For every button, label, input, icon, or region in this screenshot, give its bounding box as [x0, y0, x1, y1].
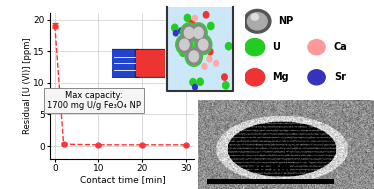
- Circle shape: [308, 70, 325, 85]
- Circle shape: [197, 78, 203, 85]
- Circle shape: [176, 35, 193, 55]
- Circle shape: [251, 14, 258, 20]
- Text: 20 nm: 20 nm: [250, 162, 291, 175]
- Circle shape: [189, 20, 195, 27]
- Text: Sr: Sr: [334, 72, 346, 82]
- Text: Mg: Mg: [272, 72, 289, 82]
- Circle shape: [199, 39, 208, 50]
- Circle shape: [245, 69, 265, 86]
- Circle shape: [208, 48, 213, 55]
- FancyBboxPatch shape: [207, 179, 334, 184]
- Circle shape: [194, 35, 212, 55]
- Circle shape: [174, 30, 178, 36]
- Text: U: U: [272, 42, 280, 52]
- Circle shape: [207, 56, 212, 62]
- Circle shape: [245, 39, 265, 56]
- Circle shape: [203, 12, 209, 18]
- FancyBboxPatch shape: [110, 49, 140, 77]
- Text: Ca: Ca: [334, 42, 347, 52]
- Text: NP: NP: [278, 16, 294, 26]
- Circle shape: [181, 42, 187, 49]
- Circle shape: [195, 57, 200, 63]
- Circle shape: [193, 52, 198, 57]
- Circle shape: [189, 51, 199, 62]
- Circle shape: [308, 40, 325, 55]
- Circle shape: [172, 24, 178, 31]
- Circle shape: [190, 79, 196, 86]
- Circle shape: [222, 74, 227, 80]
- Circle shape: [190, 48, 195, 54]
- Circle shape: [193, 29, 200, 36]
- Polygon shape: [167, 7, 233, 91]
- Circle shape: [180, 49, 186, 57]
- FancyBboxPatch shape: [135, 49, 167, 77]
- Circle shape: [196, 36, 210, 53]
- Circle shape: [190, 23, 207, 43]
- Circle shape: [187, 48, 201, 65]
- Circle shape: [195, 29, 200, 35]
- Circle shape: [177, 36, 191, 53]
- X-axis label: Contact time [min]: Contact time [min]: [80, 175, 165, 184]
- Circle shape: [248, 13, 267, 30]
- Circle shape: [185, 46, 202, 66]
- Circle shape: [180, 23, 198, 43]
- Circle shape: [183, 46, 189, 53]
- Circle shape: [194, 27, 203, 38]
- Circle shape: [206, 45, 211, 50]
- Circle shape: [202, 63, 207, 69]
- Circle shape: [214, 60, 219, 66]
- Text: Max capacity:
1700 mg U/g Fe₃O₄ NP: Max capacity: 1700 mg U/g Fe₃O₄ NP: [47, 91, 141, 110]
- Circle shape: [199, 27, 204, 33]
- Circle shape: [184, 14, 191, 22]
- Circle shape: [180, 47, 185, 53]
- Circle shape: [182, 25, 196, 41]
- Circle shape: [184, 27, 194, 38]
- Circle shape: [180, 39, 189, 50]
- Circle shape: [192, 15, 197, 21]
- Circle shape: [208, 22, 214, 30]
- Circle shape: [179, 28, 183, 33]
- Circle shape: [226, 43, 232, 50]
- Circle shape: [191, 25, 206, 41]
- Circle shape: [244, 9, 271, 33]
- Circle shape: [223, 82, 229, 89]
- Y-axis label: Residual [U (VI)] [ppm]: Residual [U (VI)] [ppm]: [23, 38, 32, 134]
- Circle shape: [193, 84, 197, 90]
